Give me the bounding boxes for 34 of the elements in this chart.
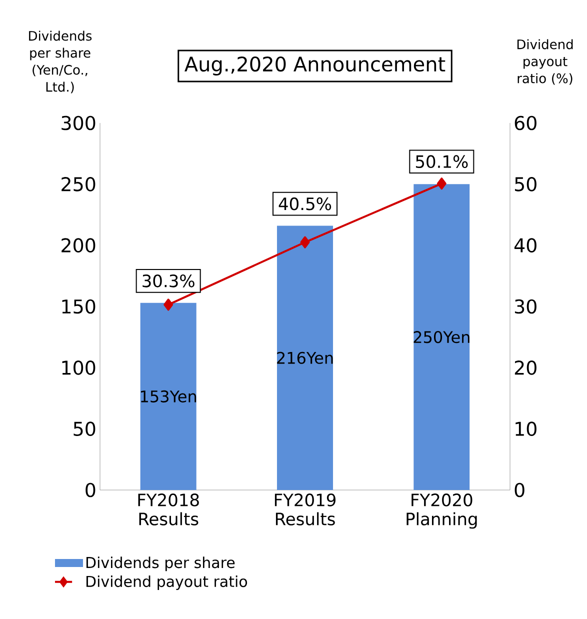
y2-tick-label: 20	[514, 360, 536, 375]
x-tick-label: FY2019 Results	[274, 494, 336, 526]
legend-label: Dividends per share	[86, 556, 235, 572]
point	[300, 236, 310, 248]
legend-label: Dividend payout ratio	[86, 575, 248, 590]
y2-tick-label: 30	[514, 299, 536, 314]
y-tick-label: 250	[62, 176, 96, 192]
bar	[276, 226, 334, 490]
y2-tick-label: 0	[514, 482, 524, 498]
y-tick-label: 200	[62, 238, 96, 253]
y-tick-label: 300	[62, 116, 96, 130]
y-tick-label: 0	[86, 482, 96, 498]
data-label: 250Yen	[414, 331, 470, 344]
data-label: 216Yen	[277, 352, 333, 364]
point	[436, 178, 446, 190]
bar	[140, 302, 196, 490]
bar	[414, 184, 470, 490]
data-label: 50.1%	[416, 155, 468, 168]
y-tick-label: 100	[62, 360, 96, 375]
x-tick-label: FY2020 Planning	[406, 494, 477, 529]
data-label: 153Yen	[141, 390, 196, 402]
chart-title: Aug.,2020 Announcement	[184, 56, 446, 76]
y-tick-label: 150	[62, 299, 96, 314]
y2-tick-label: 40	[514, 238, 536, 253]
y2-tick-label: 10	[516, 422, 536, 436]
data-label: 40.5%	[278, 197, 332, 210]
point	[164, 298, 174, 311]
x-tick-label: FY2018 Results	[138, 494, 199, 526]
y-tick-label: 50	[74, 422, 96, 436]
y2-tick-label: 60	[514, 116, 536, 130]
y2-tick-label: 50	[514, 176, 536, 192]
y2-axis-title: Dividend payout ratio (%)	[517, 39, 573, 85]
data-label: 30.3%	[142, 274, 194, 288]
y-axis-title: Dividends per share (Yen/Co., Ltd.)	[29, 30, 92, 94]
